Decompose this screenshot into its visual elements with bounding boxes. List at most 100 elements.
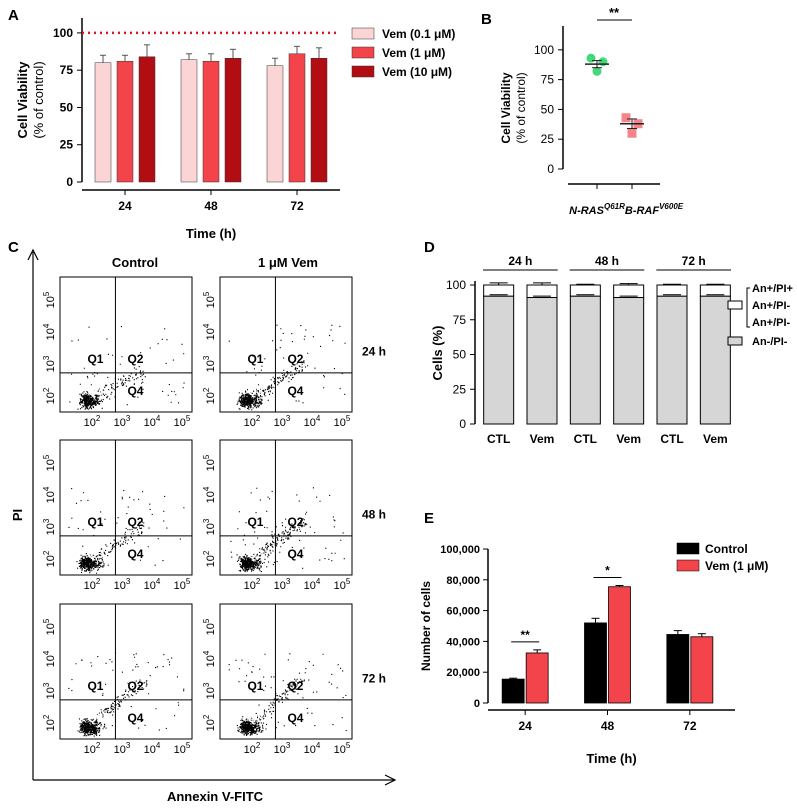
tick-exponent: 2	[96, 741, 101, 750]
legend-swatch	[676, 542, 700, 555]
bar	[666, 634, 690, 704]
y-tick-label: 103	[202, 518, 217, 535]
x-tick-label: 104	[144, 414, 161, 429]
y-tick-label: 105	[42, 291, 57, 308]
plot-frame	[59, 603, 193, 740]
quadrant-label: Q3	[87, 547, 103, 561]
tick-base: 10	[274, 580, 286, 592]
y-tick-label: 25	[541, 132, 555, 146]
x-tick-label-main: B-RAF	[625, 205, 659, 217]
tick-exponent: 2	[96, 414, 101, 423]
y-tick-label: 40,000	[446, 636, 480, 648]
tick-base: 10	[274, 744, 286, 756]
legend-swatch	[727, 300, 743, 310]
x-tick-label-sup: V600E	[659, 202, 684, 211]
x-tick-label: 103	[114, 414, 131, 429]
tick-exponent: 4	[156, 414, 161, 423]
bar	[608, 586, 631, 704]
x-tick-label: CTL	[574, 432, 597, 446]
quadrant-label: Q4	[127, 547, 143, 561]
legend-label: An+/PI-	[752, 317, 791, 329]
tick-base: 10	[45, 459, 57, 471]
tick-exponent: 4	[42, 650, 51, 655]
y-tick-label: 50	[541, 102, 555, 116]
tick-exponent: 5	[42, 618, 51, 623]
bar	[310, 58, 328, 183]
quadrant-label: Q3	[247, 547, 263, 561]
legend-label: Vem (10 μM)	[382, 65, 452, 79]
y-tick-label: 103	[202, 355, 217, 372]
tick-exponent: 4	[202, 323, 211, 328]
y-axis-title: Cells (%)	[430, 326, 445, 381]
tick-exponent: 5	[346, 577, 351, 586]
quadrant-label: Q1	[247, 352, 263, 366]
tick-exponent: 2	[202, 714, 211, 719]
column-label: 1 μM Vem	[258, 255, 318, 270]
tick-base: 10	[334, 580, 346, 592]
tick-exponent: 4	[156, 741, 161, 750]
bar	[501, 678, 525, 704]
tick-base: 10	[45, 687, 57, 699]
tick-exponent: 4	[316, 577, 321, 586]
tick-base: 10	[274, 417, 286, 429]
significance-label: **	[520, 628, 530, 642]
y-tick-label: 103	[42, 682, 57, 699]
tick-base: 10	[114, 580, 126, 592]
tick-exponent: 3	[126, 414, 131, 423]
tick-base: 10	[205, 491, 217, 503]
y-tick-label: 103	[42, 355, 57, 372]
tick-base: 10	[205, 623, 217, 635]
y-tick-label: 102	[202, 550, 217, 567]
y-tick-label: 103	[42, 518, 57, 535]
tick-base: 10	[144, 744, 156, 756]
tick-exponent: 3	[42, 355, 51, 360]
plot-frame	[59, 439, 193, 576]
tick-base: 10	[205, 687, 217, 699]
quadrant-label: Q1	[247, 679, 263, 693]
tick-exponent: 3	[202, 355, 211, 360]
quadrant-label: Q2	[127, 679, 143, 693]
tick-base: 10	[45, 523, 57, 535]
event-dots	[69, 326, 185, 410]
y-tick-label: 0	[66, 175, 73, 189]
y-tick-label: 104	[42, 650, 57, 667]
tick-base: 10	[304, 417, 316, 429]
y-tick-label: 50	[60, 100, 74, 114]
y-tick-label: 105	[202, 618, 217, 635]
y-axis-title-line2: (% of control)	[31, 61, 46, 138]
y-tick-label: 102	[42, 550, 57, 567]
legend-label-text: An+/PI-	[752, 300, 791, 312]
x-tick-label: 102	[244, 414, 261, 429]
panel-a-chart: 0 25 50 75 100 24 48 72 Time (h) Cell Viability(%…	[15, 18, 455, 241]
quadrant-label: Q2	[287, 679, 303, 693]
tick-exponent: 3	[42, 682, 51, 687]
y-axis-title-line1: Cell Viability	[15, 61, 30, 139]
x-tick-label: 103	[274, 741, 291, 756]
panel-letter-c: C	[8, 239, 19, 256]
quadrant-label: Q2	[287, 352, 303, 366]
stack-bar-live	[526, 297, 558, 425]
x-tick-label: 104	[144, 577, 161, 592]
tick-exponent: 2	[256, 741, 261, 750]
tick-exponent: 5	[186, 577, 191, 586]
tick-base: 10	[45, 623, 57, 635]
legend-label: An+/PI-	[752, 300, 791, 312]
y-tick-label: 80,000	[446, 575, 480, 587]
panel-letter-e: E	[424, 510, 434, 527]
quadrant-label: Q3	[247, 711, 263, 725]
stack-bar-live	[656, 295, 688, 425]
x-tick-label: 48	[204, 199, 218, 213]
x-tick-label: 103	[274, 577, 291, 592]
tick-exponent: 2	[42, 714, 51, 719]
pi-axis-label: PI	[10, 509, 25, 521]
legend-bracket	[746, 287, 750, 328]
y-tick-label: 104	[42, 323, 57, 340]
tick-exponent: 2	[42, 387, 51, 392]
tick-base: 10	[304, 744, 316, 756]
quadrant-label: Q1	[87, 352, 103, 366]
tick-base: 10	[144, 417, 156, 429]
scatter-point	[592, 66, 602, 76]
